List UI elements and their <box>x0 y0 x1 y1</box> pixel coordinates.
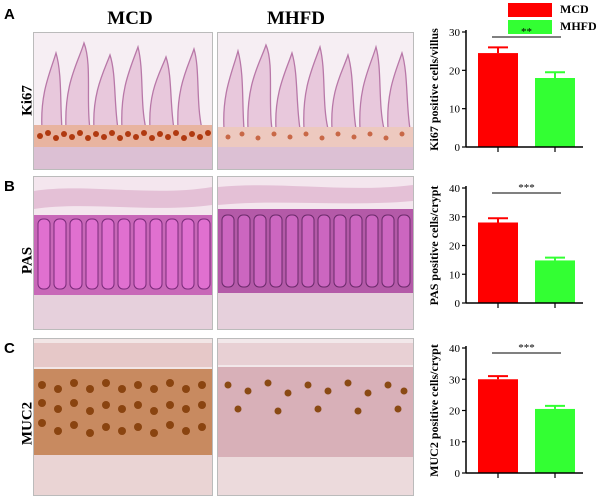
micrograph-pas-mhfd <box>217 176 414 330</box>
y-tick-label: 0 <box>455 142 461 154</box>
significance-label: *** <box>518 342 535 354</box>
column-title-mhfd: MHFD <box>266 8 326 29</box>
panel-letter-b: B <box>4 178 15 195</box>
y-tick-label: 40 <box>449 343 461 355</box>
y-tick-label: 20 <box>449 241 461 253</box>
y-axis-label: Ki67 positive cells/villus <box>427 28 441 151</box>
y-axis-label: MUC2 positive cells/crypt <box>427 344 441 477</box>
bar-chart-ki67: Ki67 positive cells/villus 0 10 20 30 ** <box>427 26 583 154</box>
legend-label-mcd: MCD <box>560 2 589 16</box>
micrograph-ki67-mcd <box>33 32 213 170</box>
y-tick-label: 40 <box>449 183 461 195</box>
column-title-mcd: MCD <box>107 8 153 29</box>
bar-mhfd <box>535 408 575 473</box>
y-tick-label: 10 <box>449 269 461 281</box>
bar-chart-pas: PAS positive cells/crypt 0 10 20 30 40 *** <box>427 182 583 310</box>
legend-label-mhfd: MHFD <box>560 19 597 33</box>
significance-label: ** <box>521 26 532 38</box>
bar-mcd <box>478 53 518 147</box>
y-tick-label: 10 <box>449 437 461 449</box>
y-tick-label: 0 <box>455 298 461 310</box>
y-tick-label: 30 <box>449 374 461 386</box>
micrograph-muc2-mhfd <box>217 338 414 496</box>
bar-mcd <box>478 222 518 303</box>
bar-mhfd <box>535 260 575 303</box>
micrograph-pas-mcd <box>33 176 213 330</box>
micrograph-ki67-mhfd <box>217 32 414 170</box>
panel-letter-a: A <box>4 6 15 23</box>
micrograph-muc2-mcd <box>33 338 213 496</box>
legend-swatch-mcd <box>508 3 552 18</box>
bar-chart-muc2: MUC2 positive cells/crypt 0 10 20 30 40 *** <box>427 342 583 480</box>
legend-item-mcd: MCD <box>508 2 597 19</box>
y-tick-label: 20 <box>449 65 461 77</box>
legend-item-mhfd: MHFD <box>508 19 597 36</box>
y-axis-label: PAS positive cells/crypt <box>427 186 441 306</box>
bar-mhfd <box>535 78 575 147</box>
y-tick-label: 30 <box>449 212 461 224</box>
y-tick-label: 20 <box>449 406 461 418</box>
legend-swatch-mhfd <box>508 20 552 35</box>
significance-label: *** <box>518 182 535 194</box>
y-tick-label: 30 <box>449 27 461 39</box>
y-tick-label: 10 <box>449 104 461 116</box>
panel-letter-c: C <box>4 340 15 357</box>
legend: MCD MHFD <box>508 2 597 36</box>
bar-mcd <box>478 379 518 473</box>
y-tick-label: 0 <box>455 468 461 480</box>
